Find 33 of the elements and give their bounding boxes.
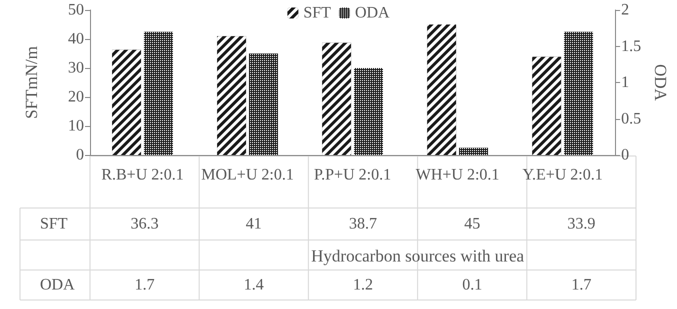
data-label: 1.2 bbox=[353, 276, 373, 294]
y2-axis-title: ODA bbox=[651, 64, 670, 102]
y-tick-label: 10 bbox=[68, 118, 84, 134]
text: SFT bbox=[40, 216, 68, 232]
data-label: 1.4 bbox=[244, 276, 264, 294]
x-tick-label: P.P+U 2:0.1 bbox=[314, 166, 392, 184]
y2-tick-label: 1 bbox=[621, 74, 630, 91]
x-tick-label: R.B+U 2:0.1 bbox=[101, 166, 184, 184]
legend-label: SFT bbox=[303, 4, 332, 22]
legend-label: ODA bbox=[354, 4, 390, 22]
y-axis-title: SFTmN/m bbox=[22, 46, 41, 119]
x-tick-label: MOL+U 2:0.1 bbox=[201, 166, 294, 184]
x-tick-label: WH+U 2:0.1 bbox=[416, 166, 500, 184]
data-label: 36.3 bbox=[130, 216, 159, 232]
y-tick-label: 0 bbox=[76, 146, 84, 164]
data-label: 1.7 bbox=[134, 276, 155, 294]
y2-tick-label: 1.5 bbox=[621, 38, 642, 55]
y2-tick-label: 0.5 bbox=[621, 110, 642, 128]
y2-tick-label: 0 bbox=[621, 146, 630, 164]
y-tick-label: 20 bbox=[68, 88, 84, 106]
data-label: 41 bbox=[246, 216, 262, 232]
data-label: 33.9 bbox=[567, 216, 596, 232]
text: ODA bbox=[40, 276, 75, 294]
y-tick-label: 50 bbox=[68, 2, 84, 18]
y-tick-label: 30 bbox=[68, 60, 84, 76]
x-tick-label: Y.E+U 2:0.1 bbox=[522, 166, 603, 184]
data-label: 45 bbox=[464, 216, 480, 232]
y2-tick-label: 2 bbox=[621, 2, 630, 18]
x-axis-title: Hydrocarbon sources with urea bbox=[311, 246, 524, 266]
y-tick-label: 40 bbox=[68, 30, 84, 48]
data-label: 0.1 bbox=[462, 276, 482, 294]
data-label: 38.7 bbox=[349, 216, 377, 232]
data-label: 1.7 bbox=[571, 276, 592, 294]
